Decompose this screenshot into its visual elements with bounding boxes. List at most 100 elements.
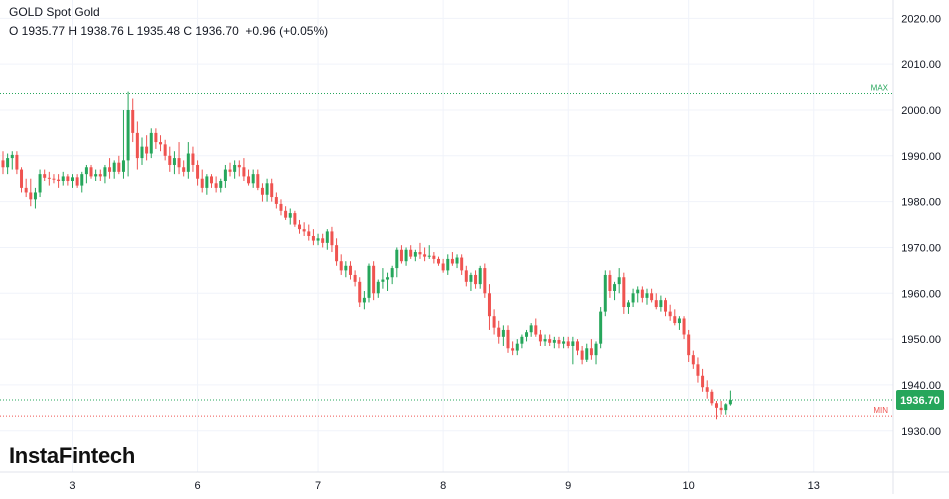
candle-body — [654, 300, 658, 308]
candle-body — [223, 169, 227, 182]
candle-body — [728, 400, 732, 405]
candle-body — [548, 339, 552, 343]
candle-body — [335, 245, 339, 262]
candle-body — [302, 229, 306, 232]
candle-body — [6, 158, 10, 168]
y-tick-label: 1930.00 — [901, 426, 941, 438]
y-tick-label: 1950.00 — [901, 334, 941, 346]
candle-body — [464, 270, 468, 282]
candle-body — [168, 155, 172, 165]
x-tick-label: 3 — [69, 480, 75, 492]
candle-body — [84, 167, 88, 175]
candle-body — [571, 341, 575, 346]
y-tick-label: 1960.00 — [901, 288, 941, 300]
candle-body — [631, 293, 635, 303]
candle-body — [247, 176, 251, 184]
candle-body — [562, 341, 566, 344]
candle-body — [640, 289, 644, 298]
candle-body — [501, 329, 505, 337]
candle-body — [478, 268, 482, 285]
candle-body — [437, 258, 441, 264]
candle-body — [441, 263, 445, 271]
candle-body — [15, 154, 19, 170]
candle-body — [413, 252, 417, 257]
candle-body — [20, 169, 24, 188]
candle-body — [474, 274, 478, 285]
candle-body — [182, 167, 186, 172]
candle-body — [89, 167, 93, 177]
y-tick-label: 2010.00 — [901, 59, 941, 71]
candle-body — [450, 258, 454, 264]
candle-body — [664, 300, 668, 312]
y-tick-label: 1980.00 — [901, 197, 941, 209]
candle-body — [599, 311, 603, 344]
candle-body — [483, 268, 487, 294]
x-tick-label: 13 — [808, 480, 820, 492]
candle-body — [399, 249, 403, 262]
candle-body — [538, 334, 542, 342]
candle-body — [650, 293, 654, 301]
candle-body — [404, 249, 408, 262]
candle-body — [200, 178, 204, 188]
candle-body — [710, 391, 714, 404]
candle-body — [409, 249, 413, 257]
candle-body — [47, 177, 51, 179]
candle-body — [288, 213, 292, 218]
candle-body — [636, 289, 640, 294]
candle-body — [390, 268, 394, 278]
candle-body — [372, 265, 376, 294]
x-tick-label: 8 — [440, 480, 446, 492]
candle-body — [381, 279, 385, 282]
candle-body — [506, 329, 510, 349]
candle-body — [256, 174, 260, 188]
candle-body — [682, 318, 686, 335]
candle-body — [293, 213, 297, 225]
candle-body — [724, 404, 728, 411]
candle-body — [205, 176, 209, 188]
candle-body — [163, 144, 167, 156]
candle-body — [395, 249, 399, 269]
candle-body — [552, 340, 556, 343]
candle-body — [117, 162, 121, 172]
candle-body — [673, 316, 677, 324]
candle-body — [617, 277, 621, 285]
candle-body — [701, 375, 705, 388]
candle-body — [196, 164, 200, 179]
candle-body — [80, 174, 84, 186]
candle-body — [497, 327, 501, 337]
x-tick-label: 9 — [565, 480, 571, 492]
candle-body — [589, 348, 593, 356]
candle-body — [622, 277, 626, 308]
last-price-label: 1936.70 — [900, 395, 940, 407]
candle-body — [98, 174, 102, 177]
candle-body — [511, 348, 515, 351]
candle-body — [70, 177, 74, 182]
candle-body — [603, 274, 607, 312]
candle-body — [353, 274, 357, 282]
candle-body — [376, 281, 380, 294]
candle-body — [311, 236, 315, 241]
candle-body — [696, 364, 700, 376]
candle-body — [460, 257, 464, 271]
x-tick-label: 10 — [683, 480, 695, 492]
candle-body — [358, 281, 362, 303]
candle-body — [29, 192, 33, 200]
x-tick-label: 7 — [315, 480, 321, 492]
ohlc-readout: O 1935.77 H 1938.76 L 1935.48 C 1936.70 … — [9, 24, 329, 38]
candle-body — [645, 293, 649, 298]
candle-body — [705, 387, 709, 392]
candle-body — [135, 132, 139, 159]
candle-body — [24, 187, 28, 193]
candle-body — [140, 146, 144, 159]
candle-body — [575, 341, 579, 351]
candle-body — [172, 158, 176, 165]
candle-body — [108, 167, 112, 172]
candle-body — [432, 255, 436, 259]
candle-body — [43, 174, 47, 178]
candle-body — [214, 183, 218, 188]
candle-body — [687, 334, 691, 356]
candle-body — [177, 158, 181, 168]
y-tick-label: 1990.00 — [901, 151, 941, 163]
candle-body — [149, 132, 153, 154]
